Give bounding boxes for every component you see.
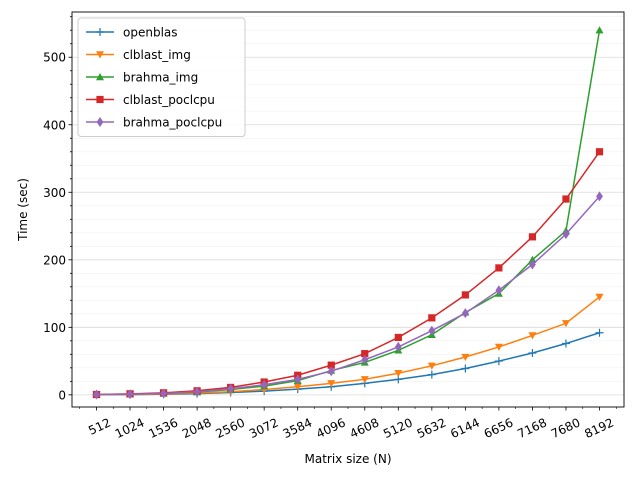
data-point-clblast_poclcpu [528,233,537,241]
data-point-clblast_img [394,370,403,378]
legend-label-brahma_poclcpu: brahma_poclcpu [123,116,222,130]
legend-marker-openblas [96,28,104,36]
data-point-openblas [461,364,470,373]
data-point-clblast_poclcpu [394,333,402,342]
data-point-brahma_poclcpu [428,325,436,336]
data-point-openblas [494,357,503,366]
y-tick-label: 500 [43,51,66,65]
legend-entry-openblas: openblas [86,26,178,40]
legend-entry-clblast_poclcpu: clblast_poclcpu [86,93,215,107]
data-point-clblast_img [494,343,503,351]
legend-label-openblas: openblas [123,26,178,40]
data-point-brahma_poclcpu [394,341,402,352]
data-point-openblas [595,328,604,337]
data-point-brahma_poclcpu [562,229,570,240]
series-line-brahma_poclcpu [96,195,601,396]
data-point-brahma_img [595,26,604,34]
y-tick-label: 0 [58,388,66,402]
legend: openblas clblast_img brahma_img clblast_poc… [77,17,246,137]
data-point-clblast_img [427,362,436,370]
data-point-brahma_poclcpu [495,285,503,296]
data-point-clblast_poclcpu [461,291,469,299]
x-axis-label: Matrix size (N) [304,452,391,466]
series-brahma_poclcpu [93,191,603,400]
data-point-openblas [528,348,537,357]
data-point-clblast_poclcpu [428,314,436,322]
legend-label-brahma_img: brahma_img [123,71,198,85]
data-point-clblast_img [293,383,302,391]
data-point-brahma_poclcpu [260,379,268,390]
legend-entry-clblast_img: clblast_img [86,48,191,62]
legend-label-clblast_img: clblast_img [123,48,191,62]
data-point-brahma_poclcpu [361,354,369,365]
data-point-brahma_poclcpu [193,386,201,397]
data-point-brahma_poclcpu [529,259,536,270]
data-point-openblas [561,339,570,348]
legend-entry-brahma_poclcpu: brahma_poclcpu [86,116,222,130]
data-point-clblast_poclcpu [495,264,503,272]
legend-label-clblast_poclcpu: clblast_poclcpu [123,93,215,107]
data-point-brahma_poclcpu [126,389,134,400]
data-point-clblast_img [461,353,470,362]
data-point-clblast_poclcpu [361,350,369,358]
data-point-brahma_poclcpu [227,383,235,394]
series-group [92,26,604,400]
legend-marker-brahma_poclcpu [96,117,104,127]
data-point-clblast_img [595,293,604,301]
data-point-brahma_poclcpu [596,191,603,202]
data-point-brahma_img [528,255,537,264]
legend-marker-brahma_img [96,73,104,81]
series-line-clblast_poclcpu [96,151,601,396]
legend-marker-clblast_poclcpu [96,95,104,104]
data-point-clblast_poclcpu [595,148,604,156]
legend-box [77,17,246,137]
data-point-clblast_poclcpu [327,361,335,369]
y-tick-label: 100 [43,321,66,335]
data-point-clblast_img [360,376,369,384]
y-tick-label: 300 [43,186,66,200]
series-line-clblast_img [96,296,600,396]
data-point-openblas [427,370,436,379]
data-point-clblast_poclcpu [562,195,570,203]
data-point-brahma_poclcpu [294,374,302,385]
legend-marker-clblast_img [96,51,104,59]
y-axis-label: Time (sec) [16,178,30,242]
legend-entry-brahma_img: brahma_img [86,71,198,85]
data-point-brahma_poclcpu [160,388,167,399]
data-point-clblast_img [528,332,537,340]
data-point-brahma_poclcpu [327,366,335,377]
data-point-clblast_img [327,380,336,388]
y-tick-label: 200 [43,253,66,267]
data-point-brahma_poclcpu [461,308,469,319]
data-point-brahma_poclcpu [93,389,100,400]
data-point-clblast_img [561,320,570,328]
y-tick-label: 400 [43,118,66,132]
